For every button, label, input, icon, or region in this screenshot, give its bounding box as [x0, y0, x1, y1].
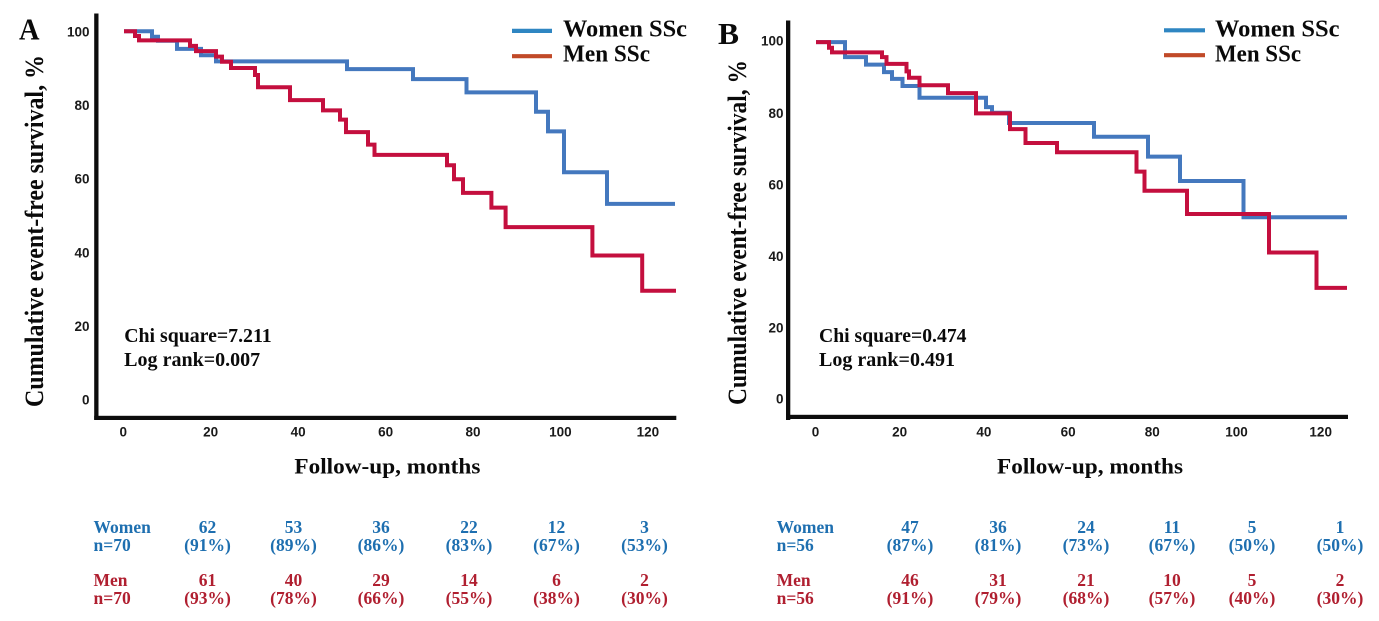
svg-text:A: A — [19, 12, 40, 47]
svg-text:100: 100 — [549, 425, 572, 440]
svg-text:20: 20 — [74, 319, 89, 334]
svg-text:(53%): (53%) — [621, 535, 668, 555]
svg-text:80: 80 — [465, 425, 480, 440]
svg-text:(89%): (89%) — [270, 535, 317, 555]
svg-text:80: 80 — [1145, 425, 1160, 440]
svg-text:20: 20 — [768, 320, 783, 335]
svg-text:(83%): (83%) — [446, 535, 493, 555]
svg-text:40: 40 — [768, 249, 783, 264]
svg-text:100: 100 — [1225, 425, 1248, 440]
svg-text:60: 60 — [378, 425, 393, 440]
svg-text:53: 53 — [285, 517, 303, 537]
svg-text:Follow-up, months: Follow-up, months — [294, 453, 480, 478]
svg-text:5: 5 — [1248, 517, 1257, 537]
svg-text:(86%): (86%) — [358, 535, 405, 555]
svg-text:Cumulative event-free surviva: Cumulative event-free survival, % — [20, 55, 49, 407]
svg-text:14: 14 — [460, 570, 478, 590]
svg-text:B: B — [718, 16, 739, 51]
svg-text:1: 1 — [1336, 517, 1345, 537]
svg-text:Follow-up, months: Follow-up, months — [997, 453, 1183, 478]
svg-text:11: 11 — [1164, 517, 1181, 537]
svg-text:(81%): (81%) — [975, 535, 1022, 555]
svg-text:20: 20 — [203, 425, 218, 440]
svg-text:60: 60 — [768, 178, 783, 193]
svg-text:(30%): (30%) — [621, 588, 668, 608]
svg-text:60: 60 — [74, 172, 89, 187]
svg-text:(68%): (68%) — [1063, 588, 1110, 608]
svg-text:(55%): (55%) — [446, 588, 493, 608]
svg-text:2: 2 — [640, 570, 649, 590]
svg-text:0: 0 — [776, 392, 784, 407]
svg-text:(67%): (67%) — [1149, 535, 1196, 555]
svg-text:5: 5 — [1248, 570, 1257, 590]
svg-text:36: 36 — [989, 517, 1007, 537]
svg-text:10: 10 — [1163, 570, 1181, 590]
svg-text:40: 40 — [291, 425, 306, 440]
svg-text:29: 29 — [372, 570, 390, 590]
svg-text:(79%): (79%) — [975, 588, 1022, 608]
svg-text:n=70: n=70 — [94, 535, 131, 555]
svg-text:2: 2 — [1336, 570, 1345, 590]
svg-text:22: 22 — [460, 517, 478, 537]
svg-text:80: 80 — [768, 106, 783, 121]
svg-text:Log rank=0.007: Log rank=0.007 — [124, 349, 260, 371]
svg-text:0: 0 — [812, 425, 820, 440]
svg-text:0: 0 — [82, 393, 90, 408]
svg-text:(78%): (78%) — [270, 588, 317, 608]
svg-text:40: 40 — [285, 570, 303, 590]
svg-text:(93%): (93%) — [184, 588, 231, 608]
svg-text:Women: Women — [777, 517, 835, 537]
svg-text:(50%): (50%) — [1317, 535, 1364, 555]
svg-text:31: 31 — [989, 570, 1007, 590]
svg-text:Women SSc: Women SSc — [1215, 16, 1340, 42]
svg-text:(67%): (67%) — [533, 535, 580, 555]
svg-text:60: 60 — [1061, 425, 1076, 440]
svg-text:47: 47 — [901, 517, 919, 537]
svg-text:Log rank=0.491: Log rank=0.491 — [819, 349, 955, 371]
svg-text:120: 120 — [637, 425, 660, 440]
svg-text:Chi square=0.474: Chi square=0.474 — [819, 325, 967, 347]
svg-text:40: 40 — [74, 245, 89, 260]
svg-text:(57%): (57%) — [1149, 588, 1196, 608]
svg-text:Women: Women — [94, 517, 152, 537]
svg-text:40: 40 — [976, 425, 991, 440]
svg-text:Cumulative event-free survival: Cumulative event-free survival, % — [723, 60, 752, 405]
svg-text:100: 100 — [761, 34, 784, 49]
svg-text:Men: Men — [94, 570, 128, 590]
svg-text:46: 46 — [901, 570, 919, 590]
svg-text:Chi square=7.211: Chi square=7.211 — [124, 325, 272, 347]
svg-text:n=70: n=70 — [94, 588, 131, 608]
svg-text:(91%): (91%) — [184, 535, 231, 555]
svg-text:12: 12 — [548, 517, 566, 537]
svg-text:36: 36 — [372, 517, 390, 537]
svg-text:24: 24 — [1077, 517, 1095, 537]
svg-text:(73%): (73%) — [1063, 535, 1110, 555]
svg-text:(91%): (91%) — [887, 588, 934, 608]
svg-text:n=56: n=56 — [777, 535, 814, 555]
svg-text:(66%): (66%) — [358, 588, 405, 608]
svg-text:61: 61 — [199, 570, 217, 590]
svg-text:80: 80 — [74, 98, 89, 113]
svg-text:Women SSc: Women SSc — [563, 16, 687, 42]
svg-text:Men SSc: Men SSc — [1215, 42, 1301, 68]
svg-text:100: 100 — [67, 24, 90, 39]
svg-text:20: 20 — [892, 425, 907, 440]
svg-text:n=56: n=56 — [777, 588, 814, 608]
svg-text:(87%): (87%) — [887, 535, 934, 555]
svg-text:62: 62 — [199, 517, 217, 537]
svg-text:3: 3 — [640, 517, 649, 537]
svg-text:Men: Men — [777, 570, 811, 590]
svg-text:120: 120 — [1309, 425, 1332, 440]
svg-text:(50%): (50%) — [1229, 535, 1276, 555]
svg-text:6: 6 — [552, 570, 561, 590]
svg-text:(30%): (30%) — [1317, 588, 1364, 608]
svg-text:21: 21 — [1077, 570, 1095, 590]
svg-text:0: 0 — [120, 425, 128, 440]
svg-text:Men SSc: Men SSc — [563, 42, 650, 68]
svg-text:(38%): (38%) — [533, 588, 580, 608]
svg-text:(40%): (40%) — [1229, 588, 1276, 608]
